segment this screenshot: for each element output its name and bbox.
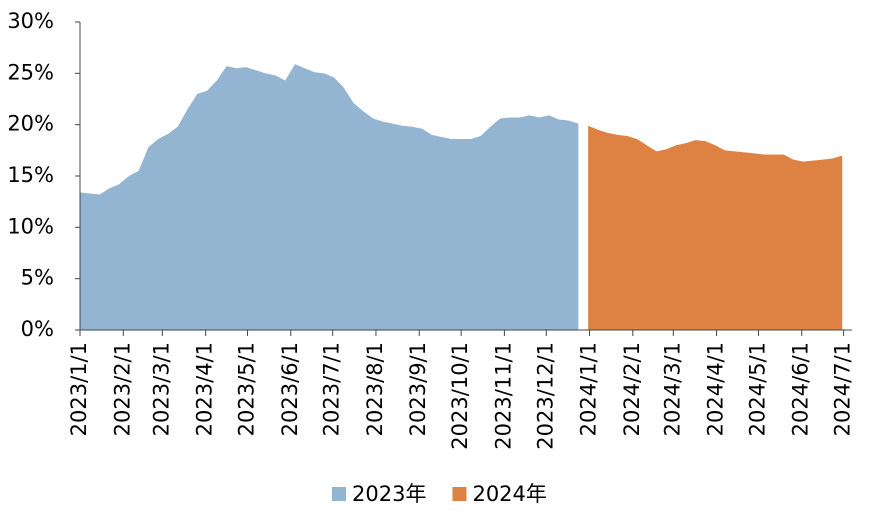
legend-swatch xyxy=(452,487,467,501)
x-tick-label: 2023/10/1 xyxy=(448,342,472,450)
x-tick-label: 2023/8/1 xyxy=(363,342,387,436)
y-tick-label: 0% xyxy=(21,317,54,341)
x-tick-label: 2023/11/1 xyxy=(491,342,515,450)
x-tick-label: 2023/9/1 xyxy=(406,342,430,436)
x-tick-label: 2024/5/1 xyxy=(745,342,769,436)
area xyxy=(588,125,843,331)
x-tick-label: 2023/3/1 xyxy=(149,342,173,436)
y-tick-label: 15% xyxy=(7,163,54,187)
y-tick-label: 20% xyxy=(7,112,54,136)
area xyxy=(80,64,579,331)
y-tick-label: 5% xyxy=(21,266,54,290)
x-tick-label: 2023/4/1 xyxy=(193,342,217,436)
x-tick-label: 2024/1/1 xyxy=(577,342,601,436)
x-tick-label: 2023/6/1 xyxy=(278,342,302,436)
x-tick-label: 2024/2/1 xyxy=(620,342,644,436)
x-tick-label: 2024/3/1 xyxy=(660,342,684,436)
legend-label: 2024年 xyxy=(472,482,546,506)
legend-swatch xyxy=(332,487,346,501)
x-tick-label: 2023/2/1 xyxy=(110,342,134,436)
x-tick-label: 2024/7/1 xyxy=(831,342,855,436)
x-tick-label: 2023/1/1 xyxy=(67,342,91,436)
y-tick-label: 25% xyxy=(7,60,54,84)
x-tick-label: 2023/5/1 xyxy=(235,342,259,436)
x-tick-label: 2024/6/1 xyxy=(789,342,813,436)
legend-label: 2023年 xyxy=(352,482,426,506)
y-tick-label: 10% xyxy=(7,214,54,238)
x-tick-label: 2024/4/1 xyxy=(704,342,728,436)
x-tick-label: 2023/7/1 xyxy=(320,342,344,436)
x-tick-label: 2023/12/1 xyxy=(533,342,557,450)
y-tick-label: 30% xyxy=(7,9,54,33)
